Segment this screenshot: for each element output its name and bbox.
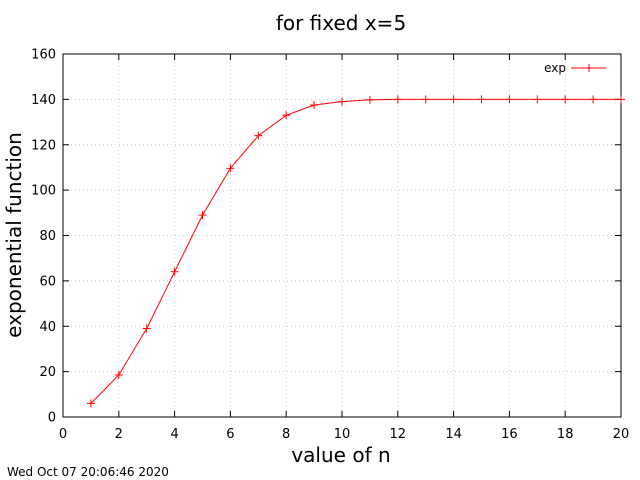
data-point [198,211,207,220]
x-axis-label: value of n [291,443,390,467]
legend-label-exp: exp [544,61,566,75]
y-tick-label: 100 [31,184,56,199]
data-point [310,101,319,110]
legend-marker-exp [585,64,593,72]
axis-ticks: 0 2 4 6 8 10 12 14 16 18 20 0 20 40 60 80 100 120 140 160 [31,48,629,443]
y-tick-label: 160 [31,48,56,63]
data-point [421,95,430,104]
data-point [589,95,598,104]
data-point [170,267,179,276]
series-line-exp [90,98,621,404]
data-point [477,95,486,104]
data-point [393,95,402,104]
y-tick-label: 20 [39,365,56,380]
y-tick-label: 140 [31,93,56,108]
grid [63,54,621,417]
x-tick-label: 12 [390,427,407,442]
data-point [365,95,374,104]
data-point [142,324,151,333]
x-tick-label: 2 [115,427,123,442]
chart-title: for fixed x=5 [276,11,406,35]
x-tick-label: 18 [557,427,574,442]
data-point [86,399,95,408]
x-tick-label: 20 [613,427,630,442]
x-tick-label: 10 [334,427,351,442]
y-tick-label: 60 [39,274,56,289]
x-tick-label: 16 [501,427,518,442]
data-point [226,164,235,173]
x-tick-label: 14 [445,427,462,442]
legend: exp [544,61,606,75]
data-point [254,131,263,140]
data-point [282,111,291,120]
data-point [114,371,123,380]
series-group [86,95,625,408]
y-tick-label: 40 [39,320,56,335]
data-point [338,97,346,106]
y-tick-label: 80 [39,229,56,244]
x-tick-label: 6 [226,427,234,442]
data-point [505,95,514,104]
data-point [449,95,458,104]
y-tick-label: 120 [31,138,56,153]
data-point [533,95,542,104]
x-tick-label: 0 [59,427,67,442]
y-axis-label: exponential function [2,132,26,338]
x-tick-label: 4 [170,427,178,442]
x-tick-label: 8 [282,427,290,442]
y-tick-label: 0 [48,411,56,426]
data-point [561,95,570,104]
data-point [617,95,625,104]
timestamp: Wed Oct 07 20:06:46 2020 [7,465,169,479]
